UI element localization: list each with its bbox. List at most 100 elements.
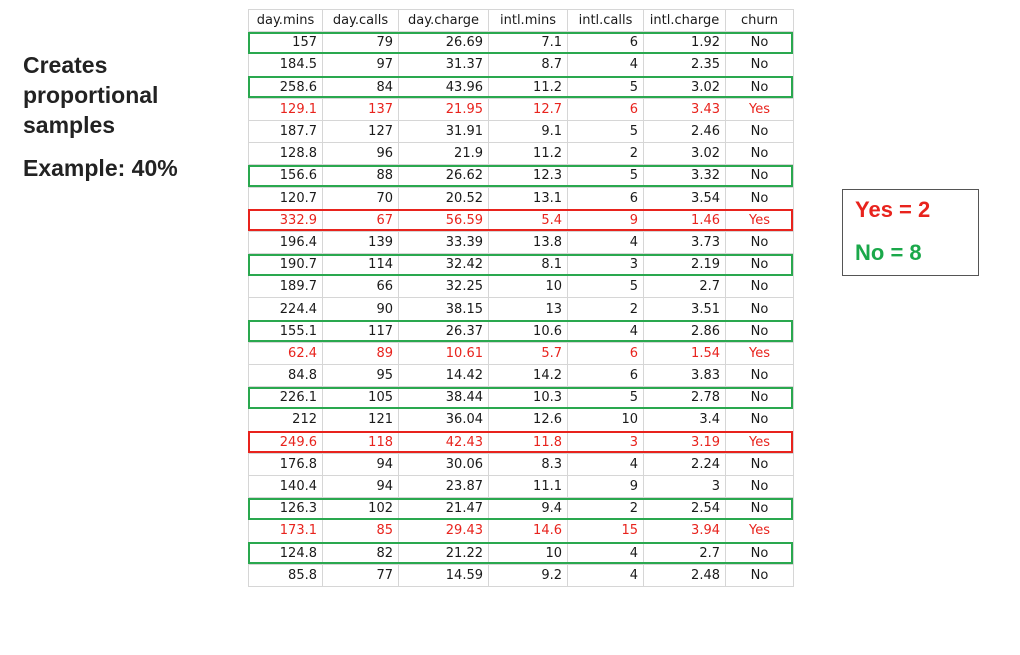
table-cell: 173.1 [248, 519, 323, 543]
table-cell: 187.7 [248, 119, 323, 144]
table-cell: 1.46 [643, 208, 726, 232]
table-cell: 79 [322, 31, 399, 55]
table-cell: 10 [567, 408, 644, 432]
table-cell: 2 [567, 297, 644, 321]
table-cell: 21.9 [398, 142, 489, 166]
table-cell: 89 [322, 341, 399, 366]
table-cell: 70 [322, 186, 399, 210]
table-cell: 3.02 [643, 142, 726, 166]
table-row: 124.8 82 21.22 10 4 2.7 No [248, 541, 794, 565]
table-cell: 10.3 [488, 386, 568, 410]
table-cell: 4 [567, 452, 644, 476]
table-cell: 20.52 [398, 186, 489, 210]
table-cell: 14.59 [398, 563, 489, 587]
table-cell: 21.47 [398, 497, 489, 521]
table-cell: 9 [567, 474, 644, 499]
table-cell: 62.4 [248, 341, 323, 366]
table-cell: 102 [322, 497, 399, 521]
table-cell: No [725, 474, 794, 499]
table-cell: 2.7 [643, 541, 726, 565]
table-row: 155.1 117 26.37 10.6 4 2.86 No [248, 319, 794, 343]
table-cell: 85 [322, 519, 399, 543]
table-cell: 6 [567, 31, 644, 55]
table-cell: 2.54 [643, 497, 726, 521]
churn-table: day.mins day.calls day.charge intl.mins … [248, 8, 794, 587]
table-cell: No [725, 319, 794, 343]
table-cell: 2 [567, 142, 644, 166]
table-header-row: day.mins day.calls day.charge intl.mins … [248, 8, 794, 33]
table-cell: 117 [322, 319, 399, 343]
table-row: 126.3 102 21.47 9.4 2 2.54 No [248, 497, 794, 521]
table-cell: 120.7 [248, 186, 323, 210]
table-cell: 2.35 [643, 53, 726, 77]
table-cell: 224.4 [248, 297, 323, 321]
table-cell: 2.48 [643, 563, 726, 587]
table-cell: 156.6 [248, 164, 323, 188]
table-cell: 94 [322, 452, 399, 476]
table-cell: 84 [322, 75, 399, 99]
slide-heading: Creates proportional samples [23, 50, 223, 140]
table-cell: 13.8 [488, 230, 568, 255]
table-cell: 1.92 [643, 31, 726, 55]
col-header: day.mins [248, 8, 323, 33]
table-cell: 4 [567, 53, 644, 77]
table-cell: 23.87 [398, 474, 489, 499]
legend-yes-count: Yes = 2 [855, 197, 931, 222]
table-cell: 21.95 [398, 97, 489, 121]
table-cell: 2.86 [643, 319, 726, 343]
table-cell: 30.06 [398, 452, 489, 476]
table-cell: 9.1 [488, 119, 568, 144]
table-cell: 5.4 [488, 208, 568, 232]
col-header: day.charge [398, 8, 489, 33]
table-cell: 14.6 [488, 519, 568, 543]
table-cell: 3.94 [643, 519, 726, 543]
table-cell: 212 [248, 408, 323, 432]
table-cell: 126.3 [248, 497, 323, 521]
table-row: 196.4 139 33.39 13.8 4 3.73 No [248, 230, 794, 255]
table-cell: 157 [248, 31, 323, 55]
table-cell: 5 [567, 275, 644, 299]
table-cell: Yes [725, 341, 794, 366]
table-cell: 9.4 [488, 497, 568, 521]
table-cell: 82 [322, 541, 399, 565]
table-cell: 124.8 [248, 541, 323, 565]
table-cell: 10 [488, 541, 568, 565]
col-header: intl.mins [488, 8, 568, 33]
table-cell: 8.7 [488, 53, 568, 77]
table-row: 85.8 77 14.59 9.2 4 2.48 No [248, 563, 794, 587]
table-cell: 11.2 [488, 142, 568, 166]
table-row: 212 121 36.04 12.6 10 3.4 No [248, 408, 794, 432]
table-cell: No [725, 75, 794, 99]
table-cell: 258.6 [248, 75, 323, 99]
table-cell: 14.42 [398, 363, 489, 388]
table-cell: No [725, 275, 794, 299]
table-cell: 77 [322, 563, 399, 587]
table-cell: No [725, 408, 794, 432]
table-cell: 15 [567, 519, 644, 543]
table-cell: No [725, 452, 794, 476]
heading-line-2: proportional [23, 82, 159, 108]
table-cell: 127 [322, 119, 399, 144]
table-cell: No [725, 164, 794, 188]
heading-line-3: samples [23, 112, 116, 138]
table-cell: 33.39 [398, 230, 489, 255]
table-cell: 26.37 [398, 319, 489, 343]
table-cell: 9 [567, 208, 644, 232]
table-cell: 42.43 [398, 430, 489, 454]
table-cell: 14.2 [488, 363, 568, 388]
table-cell: 85.8 [248, 563, 323, 587]
table-cell: 5 [567, 164, 644, 188]
table-cell: 4 [567, 563, 644, 587]
table-row: 128.8 96 21.9 11.2 2 3.02 No [248, 142, 794, 166]
table-row: 184.5 97 31.37 8.7 4 2.35 No [248, 53, 794, 77]
table-cell: 3.51 [643, 297, 726, 321]
table-cell: 12.7 [488, 97, 568, 121]
table-cell: No [725, 230, 794, 255]
table-cell: 137 [322, 97, 399, 121]
legend-no-count: No = 8 [855, 240, 922, 265]
table-row: 129.1 137 21.95 12.7 6 3.43 Yes [248, 97, 794, 121]
table-cell: No [725, 119, 794, 144]
table-cell: 3 [567, 253, 644, 277]
table-cell: 3 [567, 430, 644, 454]
table-cell: 29.43 [398, 519, 489, 543]
